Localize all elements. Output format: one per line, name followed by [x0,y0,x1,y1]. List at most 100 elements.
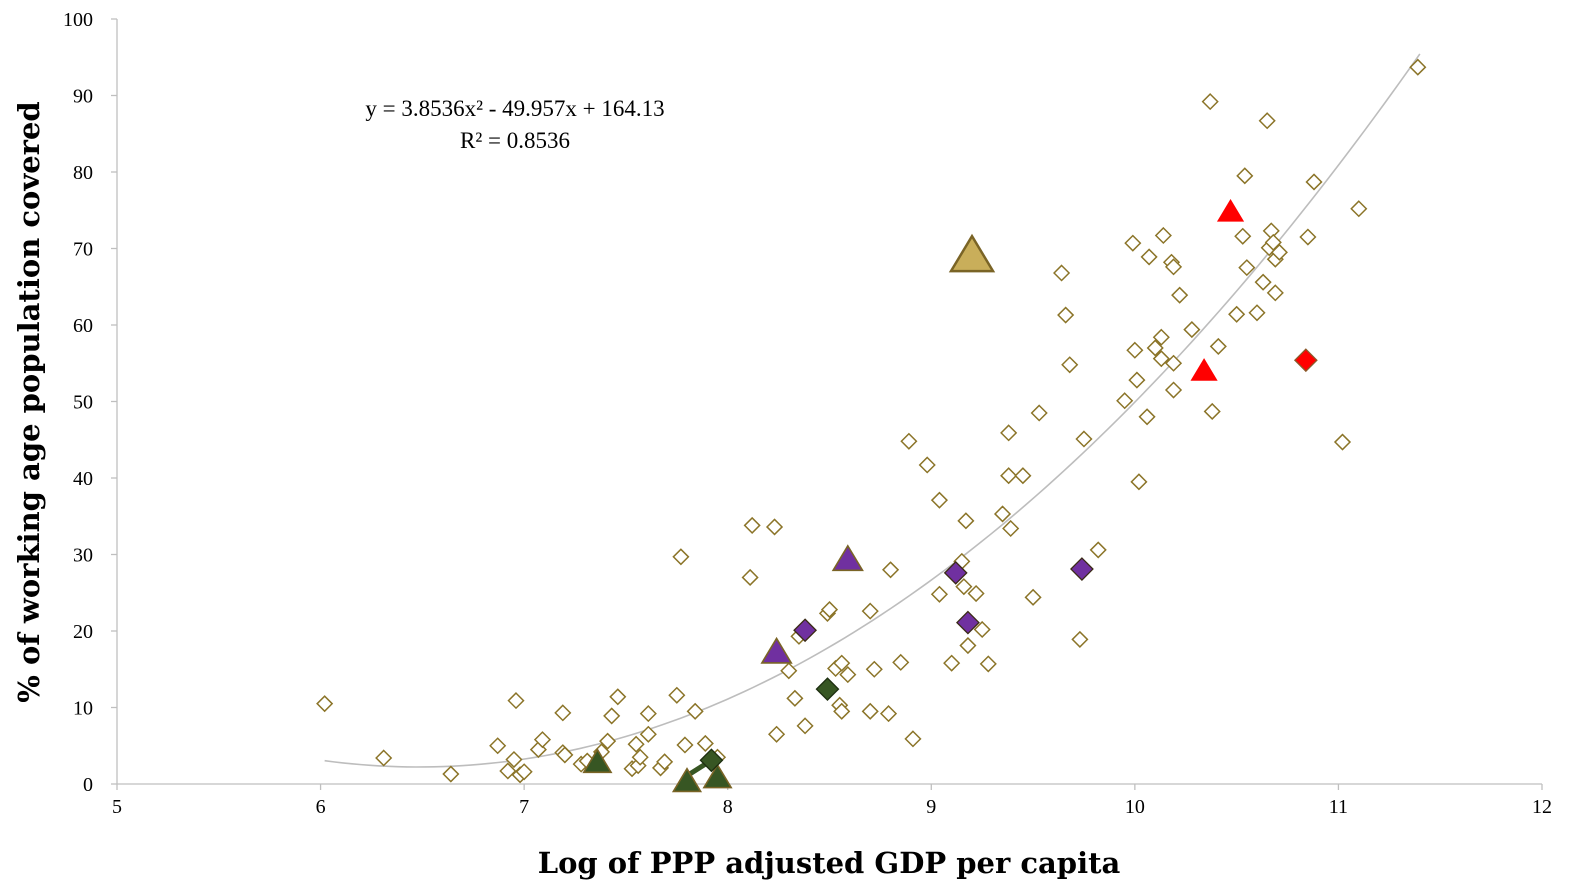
y-tick-label: 30 [73,545,93,567]
open-diamond-point [1248,304,1266,322]
open-diamond-point [1075,430,1093,448]
open-diamond-point [1128,371,1146,389]
open-diamond-point [1138,408,1156,426]
open-diamond-point [1061,356,1079,374]
open-diamond-point [1270,243,1288,261]
open-diamond-point [796,717,814,735]
open-diamond-point [979,655,997,673]
open-diamond-point [741,568,759,587]
x-tick-label: 10 [1125,796,1145,818]
open-diamond-point [930,585,948,603]
x-tick-label: 12 [1532,796,1552,818]
red-triangle-point [1188,355,1220,382]
open-diamond-point [1409,58,1427,76]
open-diamond-point [442,765,460,783]
open-diamond-point [892,653,910,671]
open-diamond-point [489,737,507,755]
y-tick-label: 100 [63,9,93,31]
open-diamond-point [505,750,523,769]
green-triangle-point [702,763,733,789]
open-diamond-point [1203,402,1221,421]
y-tick-label: 0 [83,774,93,796]
open-diamond-point [656,753,674,771]
purple-triangle-point [760,636,793,664]
open-diamond-point [1183,321,1201,339]
open-diamond-point [1305,173,1323,191]
open-diamond-point [861,702,879,720]
open-diamond-point [768,725,786,743]
x-tick-label: 5 [112,796,122,818]
open-diamond-point [1000,467,1018,485]
open-diamond-point [1171,286,1189,304]
open-diamond-point [1030,404,1048,422]
open-diamond-point [1057,306,1075,324]
open-diamond-point [955,578,973,596]
data-points [316,58,1427,793]
open-diamond-point [882,561,900,579]
open-diamond-point [879,705,898,723]
open-diamond-point [603,707,621,725]
open-diamond-point [515,763,533,781]
open-diamond-point [900,432,918,450]
x-tick-label: 6 [316,796,326,818]
open-diamond-point [765,518,784,536]
y-tick-label: 40 [73,468,93,490]
open-diamond-point [1152,350,1170,368]
open-diamond-point [918,456,936,474]
open-diamond-point [316,695,334,713]
open-diamond-point [609,688,627,706]
open-diamond-point [993,505,1012,523]
open-diamond-point [1258,112,1276,130]
open-diamond-point [930,491,948,509]
open-diamond-point [1116,392,1134,410]
open-diamond-point [1000,424,1018,442]
trendline-group [324,53,1421,768]
open-diamond-point [833,654,851,672]
open-diamond-point [1140,248,1158,266]
purple-diamond-point [793,618,817,643]
x-tick-label: 8 [723,796,733,818]
purple-diamond-point [943,560,968,585]
x-tick-label: 7 [519,796,529,818]
open-diamond-point [631,748,649,766]
open-diamond-point [1002,519,1020,538]
open-diamond-point [1209,337,1227,355]
green-diamond-point [815,677,840,702]
y-axis-title: % of working age population covered [12,101,46,702]
y-tick-label: 90 [73,86,93,108]
open-diamond-point [554,704,572,722]
open-diamond-point [743,516,761,534]
open-diamond-point [1014,467,1032,485]
open-diamond-point [672,548,690,566]
open-diamond-point [1350,200,1368,218]
y-tick-label: 10 [73,698,93,720]
red-diamond-point [1293,348,1318,373]
y-tick-label: 20 [73,621,93,643]
open-diamond-point [1024,588,1042,606]
open-diamond-point [696,734,714,753]
open-diamond-point [861,602,879,620]
gold-triangle-point [948,233,996,273]
open-diamond-point [865,660,883,678]
open-diamond-point [668,686,686,704]
y-tick-label: 50 [73,392,93,414]
open-diamond-point [639,705,657,723]
y-tick-label: 60 [73,315,93,337]
open-diamond-point [1053,264,1071,282]
open-diamond-point [1228,305,1246,323]
open-diamond-point [1236,167,1254,185]
open-diamond-point [943,654,961,672]
open-diamond-point [533,731,552,749]
purple-triangle-point [831,544,864,572]
open-diamond-point [599,732,617,750]
open-diamond-point [375,749,393,767]
y-tick-label: 80 [73,162,93,184]
red-triangle-point [1214,196,1247,223]
trendline-r-squared: R² = 0.8536 [460,128,570,153]
green-diamond-point [699,748,724,773]
open-diamond-point [1089,541,1107,559]
open-diamond-point [1299,228,1317,246]
open-diamond-point [639,725,657,743]
open-diamond-point [1254,273,1272,291]
